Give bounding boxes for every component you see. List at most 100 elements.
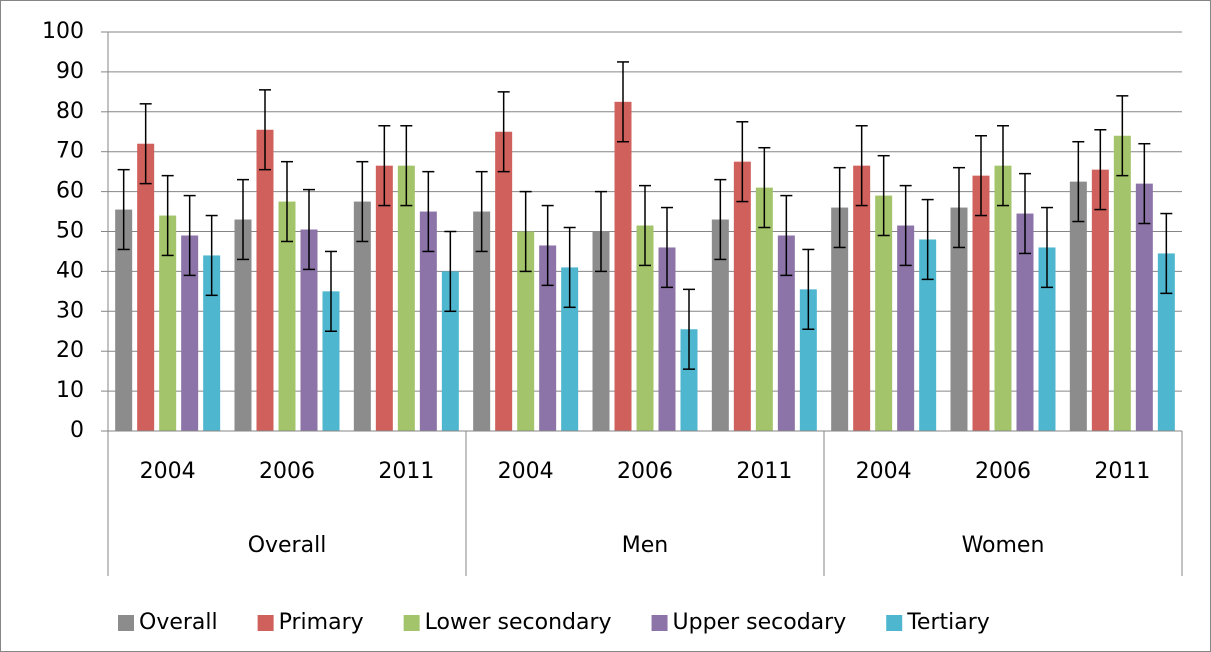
- error-bar: [661, 206, 673, 289]
- error-bar: [161, 174, 174, 257]
- y-tick-label: 60: [56, 179, 84, 204]
- bar: [234, 219, 252, 431]
- x-tick-label: 2011: [1094, 459, 1150, 484]
- x-tick-label: 2006: [259, 459, 315, 484]
- bar: [375, 165, 393, 432]
- error-bar: [563, 226, 576, 309]
- bar: [1091, 169, 1109, 431]
- y-tick-label: 0: [70, 418, 84, 443]
- bar: [300, 229, 318, 431]
- x-tick-label: 2011: [736, 459, 792, 484]
- bar: [517, 231, 535, 431]
- error-bar: [617, 61, 629, 143]
- error-bar: [899, 184, 912, 267]
- bar: [115, 209, 133, 431]
- bar: [539, 245, 557, 431]
- legend-label: Lower secondary: [425, 610, 612, 635]
- bar: [733, 161, 751, 432]
- error-bar: [303, 188, 315, 271]
- error-bar: [1019, 172, 1031, 255]
- error-bar: [475, 170, 488, 253]
- bar: [592, 231, 610, 431]
- y-tick-label: 10: [56, 378, 84, 403]
- legend-label: Overall: [139, 610, 218, 635]
- bar: [680, 329, 698, 431]
- bar: [994, 165, 1012, 432]
- bar: [397, 165, 415, 432]
- error-bar: [833, 166, 846, 249]
- legend-swatch: [886, 615, 903, 631]
- error-bar: [422, 170, 435, 253]
- error-bar: [877, 154, 890, 237]
- bar: [658, 247, 676, 431]
- bar: [799, 289, 817, 431]
- bar: [1113, 135, 1131, 432]
- bar: [755, 187, 773, 431]
- error-bar: [237, 178, 249, 261]
- error-bar: [205, 214, 218, 297]
- error-bar: [921, 198, 934, 281]
- y-tick-label: 90: [56, 59, 84, 84]
- bar: [777, 235, 795, 431]
- y-tick-label: 100: [42, 19, 84, 44]
- error-bar: [541, 204, 554, 287]
- error-bar: [1041, 206, 1053, 289]
- bar: [473, 211, 491, 431]
- legend-label: Upper secodary: [673, 610, 847, 635]
- y-tick-label: 50: [56, 219, 84, 244]
- error-bar: [444, 230, 457, 313]
- bar: [950, 207, 968, 431]
- bar: [1069, 181, 1087, 431]
- group-label: Women: [962, 533, 1045, 558]
- bar: [1157, 253, 1175, 431]
- bar: [322, 291, 340, 431]
- error-bar: [639, 184, 651, 267]
- bar: [203, 255, 221, 431]
- legend-label: Primary: [279, 610, 364, 635]
- error-bar: [497, 91, 510, 173]
- error-bar: [139, 103, 152, 185]
- error-bar: [356, 160, 369, 243]
- error-bar: [325, 250, 337, 332]
- y-tick-label: 80: [56, 99, 84, 124]
- bar: [875, 195, 893, 431]
- error-bar: [683, 288, 695, 370]
- legend-swatch: [403, 615, 420, 631]
- group-label: Overall: [248, 533, 327, 558]
- legend-swatch: [118, 615, 134, 631]
- error-bar: [736, 121, 749, 203]
- error-bar: [400, 125, 413, 207]
- bar: [137, 143, 155, 431]
- bar: [256, 129, 274, 431]
- bar: [831, 207, 849, 431]
- y-tick-label: 20: [56, 338, 84, 363]
- error-bar: [1072, 140, 1085, 223]
- bar: [1016, 213, 1034, 431]
- bar: [972, 175, 990, 431]
- bar: [919, 239, 937, 431]
- error-bar: [378, 125, 391, 207]
- bar: [1038, 247, 1056, 431]
- x-tick-label: 2004: [498, 459, 554, 484]
- legend-swatch: [651, 615, 668, 631]
- error-bar: [1116, 95, 1129, 177]
- bar: [853, 165, 871, 432]
- bar: [278, 201, 296, 431]
- error-bar: [519, 190, 532, 273]
- bar: [897, 225, 915, 431]
- bar: [636, 225, 654, 431]
- x-tick-label: 2004: [856, 459, 912, 484]
- error-bar: [1160, 212, 1173, 295]
- bar: [614, 101, 632, 431]
- x-tick-label: 2006: [975, 459, 1031, 484]
- bar: [353, 201, 371, 431]
- legend-swatch: [257, 615, 274, 631]
- error-bar: [281, 160, 293, 243]
- x-tick-label: 2004: [140, 459, 196, 484]
- error-bar: [595, 190, 607, 273]
- bar: [181, 235, 199, 431]
- error-bar: [802, 248, 815, 331]
- error-bar: [183, 194, 196, 277]
- bar: [1135, 183, 1153, 431]
- error-bar: [1138, 142, 1151, 225]
